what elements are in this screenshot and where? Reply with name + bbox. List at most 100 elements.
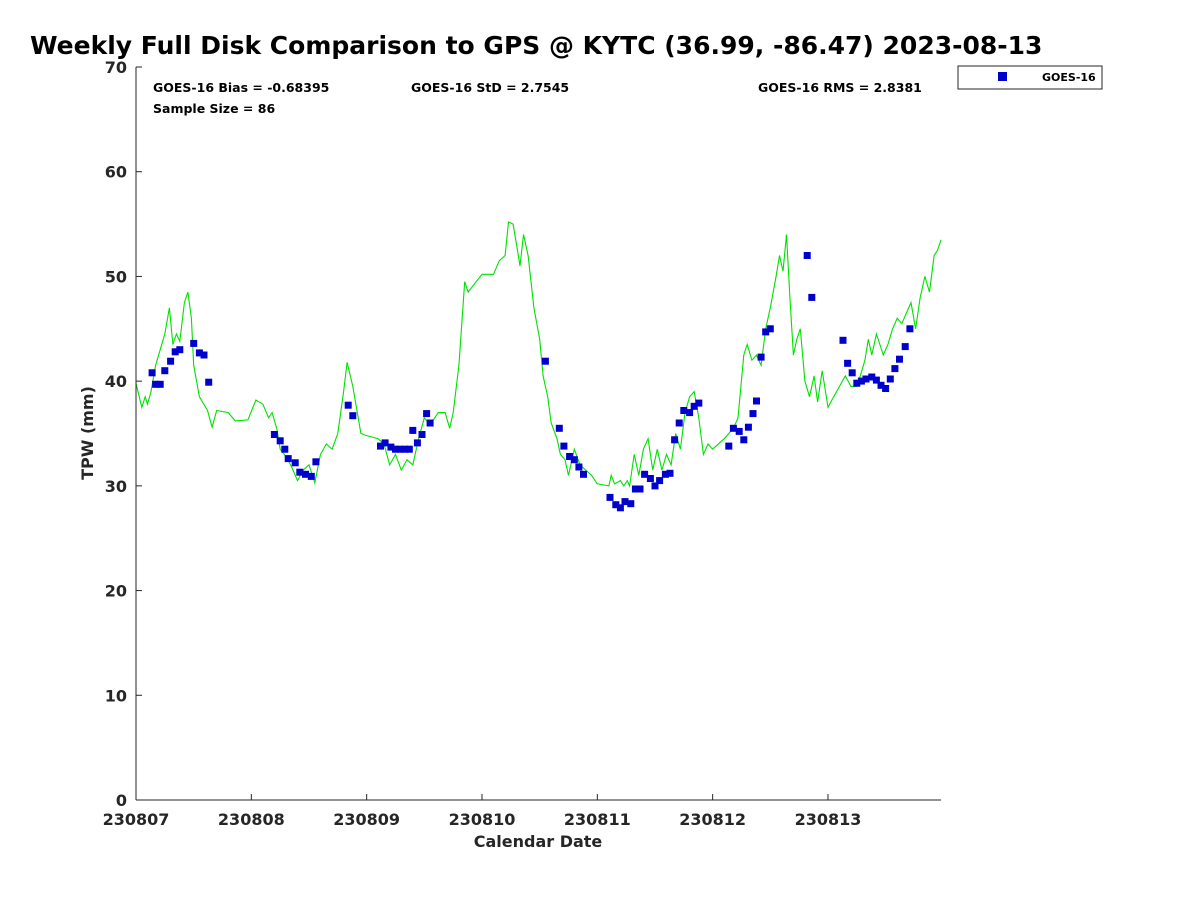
- goes16-point: [766, 325, 774, 333]
- goes16-point: [621, 498, 629, 506]
- goes16-point: [661, 470, 669, 478]
- x-tick-label: 230810: [449, 810, 516, 829]
- x-ticks: 230807 230808 230809 230810 230811 230812 2308…: [103, 794, 862, 829]
- bias-stat: GOES-16 Bias = -0.68395: [153, 80, 329, 95]
- goes16-point: [757, 353, 765, 361]
- goes16-point: [616, 504, 624, 512]
- goes16-point: [312, 458, 320, 466]
- goes16-point: [848, 369, 856, 377]
- goes16-point: [631, 485, 639, 493]
- y-tick-label: 0: [116, 791, 127, 810]
- legend-box: [957, 65, 1103, 90]
- goes16-point: [555, 424, 563, 432]
- y-tick-label: 50: [105, 267, 127, 286]
- goes16-point: [291, 459, 299, 467]
- goes16-point: [276, 437, 284, 445]
- goes16-point: [302, 470, 309, 478]
- legend: GOES-16: [957, 65, 1103, 90]
- goes16-point: [740, 436, 748, 444]
- goes16-point: [575, 463, 583, 471]
- goes16-point: [195, 349, 203, 357]
- goes16-point: [686, 409, 694, 417]
- goes16-point: [627, 500, 635, 508]
- goes16-point: [560, 442, 568, 450]
- goes16-point: [690, 402, 698, 410]
- goes16-point: [896, 355, 903, 363]
- y-tick-label: 40: [105, 372, 127, 391]
- goes16-point: [680, 407, 688, 414]
- gps-series: [135, 221, 942, 488]
- goes16-point: [281, 445, 289, 453]
- goes16-point: [735, 427, 743, 435]
- goes16-point: [296, 468, 304, 476]
- goes16-point: [200, 351, 208, 359]
- goes16-point: [872, 376, 880, 384]
- goes16-point: [156, 380, 164, 388]
- goes16-point: [839, 336, 847, 344]
- goes16-point: [844, 359, 852, 367]
- goes16-point: [418, 431, 426, 438]
- sample-size-stat: Sample Size = 86: [153, 101, 275, 116]
- goes16-point: [762, 328, 770, 336]
- goes16-point: [901, 343, 909, 351]
- goes16-point: [570, 456, 578, 464]
- goes16-point: [409, 426, 417, 434]
- x-tick-label: 230812: [679, 810, 746, 829]
- plot-area: 0 10 20 30 40 50 60 70 230807 230808 230809 230810…: [103, 58, 942, 829]
- goes16-point: [377, 442, 384, 450]
- goes16-point: [152, 380, 160, 388]
- rms-stat: GOES-16 RMS = 2.8381: [758, 80, 922, 95]
- goes16-point: [413, 439, 421, 447]
- goes16-point: [381, 439, 389, 447]
- gps-line: [135, 221, 942, 488]
- goes16-point: [675, 419, 683, 427]
- goes16-point: [749, 410, 757, 418]
- goes16-point: [176, 346, 184, 354]
- goes16-point: [853, 379, 861, 387]
- goes16-point: [886, 375, 894, 383]
- legend-label: GOES-16: [1042, 71, 1096, 84]
- goes16-point: [541, 357, 549, 365]
- goes16-point: [167, 357, 175, 365]
- goes16-point: [426, 419, 434, 427]
- goes16-point: [671, 436, 679, 444]
- y-ticks: 0 10 20 30 40 50 60 70: [105, 58, 142, 810]
- goes16-point: [666, 469, 674, 477]
- x-tick-label: 230808: [218, 810, 285, 829]
- goes16-point: [205, 378, 213, 386]
- goes16-point: [171, 348, 179, 356]
- x-tick-label: 230811: [564, 810, 631, 829]
- y-tick-label: 70: [105, 58, 127, 77]
- goes16-point: [906, 325, 914, 333]
- goes16-point: [190, 339, 198, 347]
- goes16-point: [392, 445, 399, 453]
- chart-title: Weekly Full Disk Comparison to GPS @ KYT…: [30, 31, 1042, 60]
- goes16-point: [349, 412, 357, 420]
- goes16-point: [284, 455, 292, 463]
- y-tick-label: 30: [105, 477, 127, 496]
- goes16-point: [729, 424, 737, 432]
- goes16-point: [891, 365, 899, 373]
- goes16-point: [405, 445, 413, 453]
- goes16-point: [161, 367, 169, 375]
- goes16-point: [862, 375, 870, 383]
- goes16-point: [651, 482, 659, 490]
- goes16-point: [387, 443, 395, 451]
- goes16-point: [725, 442, 733, 450]
- goes16-point: [877, 381, 885, 389]
- goes16-point: [803, 252, 811, 259]
- goes16-point: [882, 385, 890, 392]
- goes16-point: [641, 470, 649, 478]
- goes16-point: [868, 373, 876, 381]
- goes16-point: [401, 445, 409, 453]
- x-tick-label: 230813: [795, 810, 862, 829]
- goes16-point: [270, 431, 278, 438]
- std-stat: GOES-16 StD = 2.7545: [411, 80, 569, 95]
- y-tick-label: 20: [105, 582, 127, 601]
- legend-marker: [998, 72, 1007, 81]
- goes16-point: [636, 485, 644, 493]
- y-axis-label: TPW (mm): [78, 386, 97, 480]
- goes16-point: [808, 293, 816, 301]
- x-axis-label: Calendar Date: [474, 832, 603, 851]
